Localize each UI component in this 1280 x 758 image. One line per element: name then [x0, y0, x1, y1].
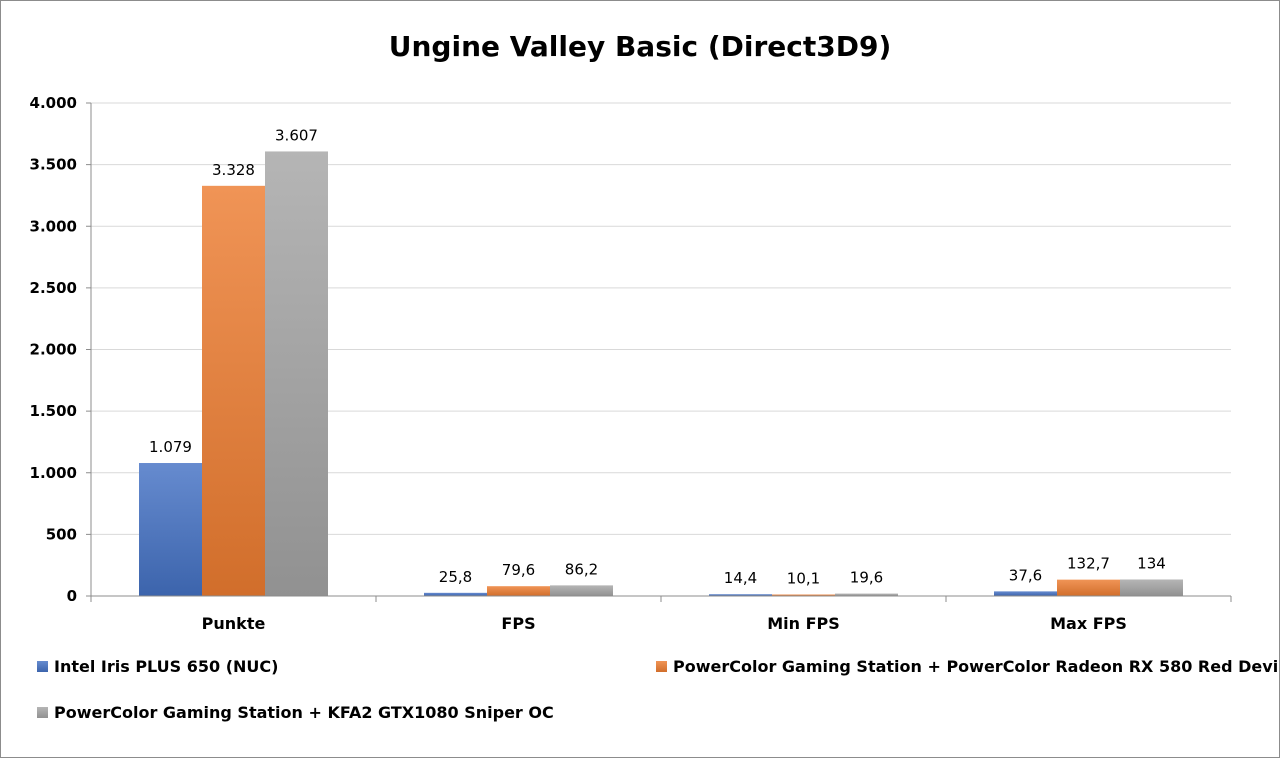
- data-label: 134: [1137, 554, 1166, 572]
- bar: [709, 594, 772, 596]
- x-axis: Punkte FPS Min FPS Max FPS: [90, 595, 1232, 633]
- bar: [424, 592, 487, 596]
- legend-item: PowerColor Gaming Station + KFA2 GTX1080…: [54, 703, 554, 722]
- bar: [994, 591, 1057, 596]
- bars: 1.079 3.328 3.607 25,8 79,6 86,2 14,4 10,1 19,6 3…: [139, 126, 1183, 596]
- data-label: 3.328: [212, 161, 255, 179]
- y-tick-label: 0: [67, 587, 77, 605]
- data-label: 132,7: [1067, 555, 1110, 573]
- y-tick-label: 500: [46, 525, 77, 543]
- x-tick-label: FPS: [501, 614, 535, 633]
- x-tick-label: Min FPS: [767, 614, 840, 633]
- legend-item: PowerColor Gaming Station + PowerColor R…: [673, 657, 1279, 676]
- legend-swatch: [37, 661, 48, 672]
- bar: [1120, 579, 1183, 596]
- bar: [772, 594, 835, 596]
- bar: [487, 586, 550, 596]
- data-label: 79,6: [502, 561, 535, 579]
- data-label: 10,1: [787, 570, 820, 588]
- y-axis: 0 500 1.000 1.500 2.000 2.500 3.000 3.500 4.000: [30, 94, 92, 605]
- data-label: 3.607: [275, 126, 318, 144]
- y-tick-label: 3.000: [30, 217, 77, 235]
- data-label: 1.079: [149, 438, 192, 456]
- data-label: 37,6: [1009, 566, 1042, 584]
- y-tick-label: 1.000: [30, 464, 77, 482]
- bar: [139, 463, 202, 596]
- y-tick-label: 4.000: [30, 94, 77, 112]
- legend: Intel Iris PLUS 650 (NUC) PowerColor Gami…: [37, 657, 1279, 722]
- data-label: 25,8: [439, 568, 472, 586]
- legend-item: Intel Iris PLUS 650 (NUC): [54, 657, 278, 676]
- bar: [835, 593, 898, 596]
- y-tick-label: 2.500: [30, 279, 77, 297]
- x-tick-label: Punkte: [202, 614, 266, 633]
- bar: [265, 151, 328, 596]
- x-tick-label: Max FPS: [1050, 614, 1127, 633]
- y-tick-label: 3.500: [30, 156, 77, 174]
- data-label: 19,6: [850, 569, 883, 587]
- data-label: 86,2: [565, 560, 598, 578]
- legend-swatch: [37, 707, 48, 718]
- y-tick-label: 1.500: [30, 402, 77, 420]
- bar: [202, 185, 265, 596]
- y-tick-label: 2.000: [30, 341, 77, 359]
- legend-swatch: [656, 661, 667, 672]
- data-label: 14,4: [724, 569, 757, 587]
- chart-title: Ungine Valley Basic (Direct3D9): [389, 30, 891, 63]
- bar: [1057, 579, 1120, 596]
- bar: [550, 585, 613, 596]
